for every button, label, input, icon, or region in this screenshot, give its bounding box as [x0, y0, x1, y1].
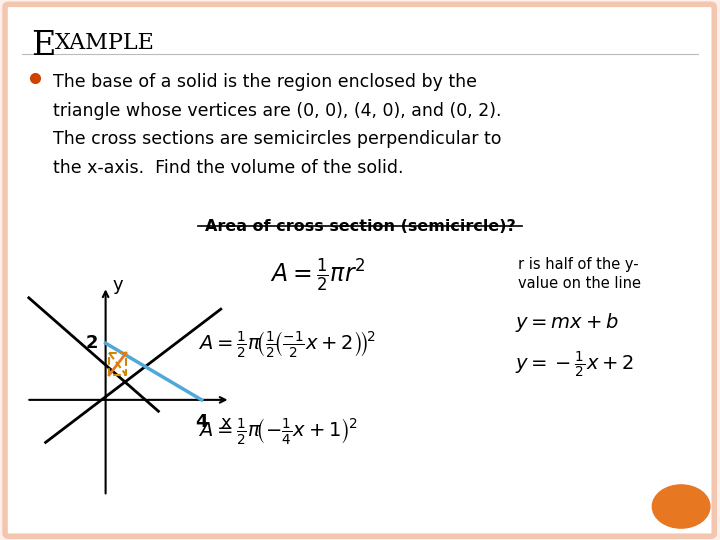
Text: The base of a solid is the region enclosed by the: The base of a solid is the region enclos… [53, 73, 477, 91]
FancyBboxPatch shape [5, 4, 714, 536]
Circle shape [652, 485, 710, 528]
Text: 2: 2 [86, 334, 98, 352]
Text: $y = -\frac{1}{2}x + 2$: $y = -\frac{1}{2}x + 2$ [515, 350, 634, 380]
Text: E: E [31, 30, 55, 62]
Text: value on the line: value on the line [518, 276, 642, 292]
Text: x: x [220, 414, 231, 432]
Text: The cross sections are semicircles perpendicular to: The cross sections are semicircles perpe… [53, 130, 501, 148]
Text: XAMPLE: XAMPLE [55, 32, 155, 55]
Text: $A = \frac{1}{2}\pi r^2$: $A = \frac{1}{2}\pi r^2$ [270, 256, 366, 294]
Text: $A = \frac{1}{2}\pi\!\left(\frac{1}{2}\!\left(\frac{-1}{2}x+2\right)\!\right)^{\: $A = \frac{1}{2}\pi\!\left(\frac{1}{2}\!… [198, 329, 376, 360]
Text: Area of cross section (semicircle)?: Area of cross section (semicircle)? [204, 219, 516, 234]
Text: $y = mx + b$: $y = mx + b$ [515, 310, 618, 334]
Text: y: y [113, 276, 123, 294]
Text: the x-axis.  Find the volume of the solid.: the x-axis. Find the volume of the solid… [53, 159, 403, 177]
Text: $A = \frac{1}{2}\pi\!\left(-\frac{1}{4}x+1\right)^{\!2}$: $A = \frac{1}{2}\pi\!\left(-\frac{1}{4}x… [198, 416, 357, 446]
Text: triangle whose vertices are (0, 0), (4, 0), and (0, 2).: triangle whose vertices are (0, 0), (4, … [53, 102, 501, 119]
Text: 4: 4 [195, 413, 208, 430]
Text: r is half of the y-: r is half of the y- [518, 256, 639, 272]
